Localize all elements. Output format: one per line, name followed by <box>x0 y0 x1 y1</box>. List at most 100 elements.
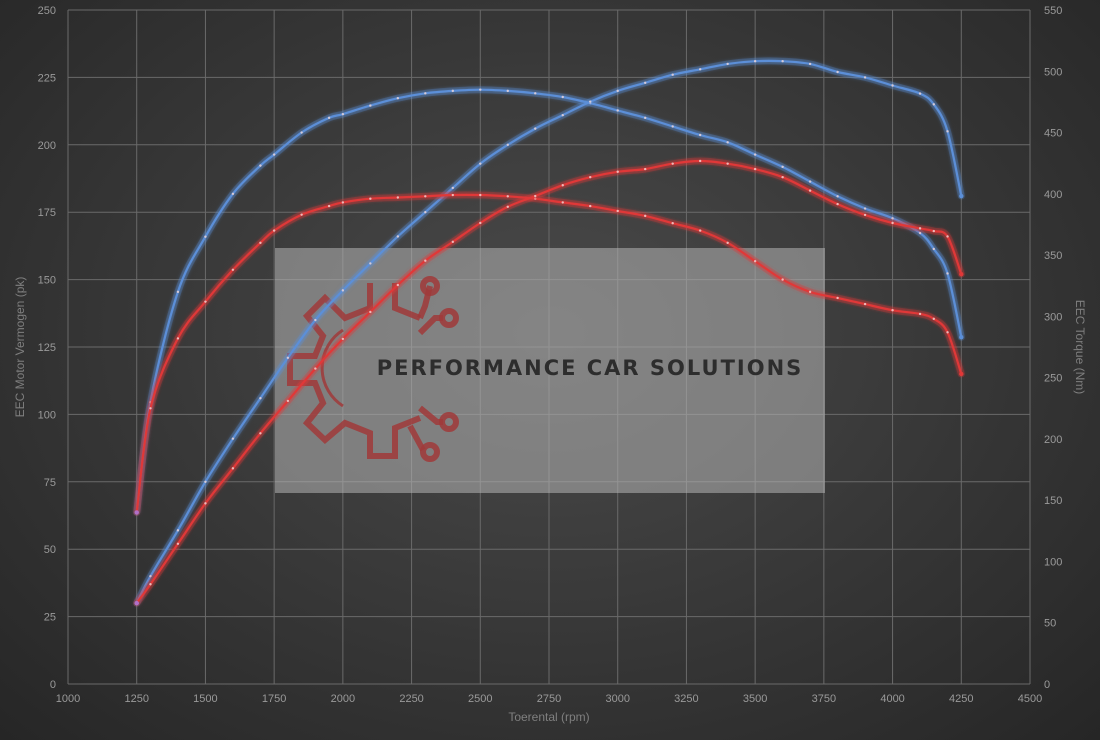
data-point <box>891 217 894 220</box>
data-point <box>369 262 372 265</box>
x-tick-label: 2750 <box>537 693 561 705</box>
data-point <box>534 197 537 200</box>
data-point <box>479 221 482 225</box>
data-point <box>451 89 454 93</box>
data-point <box>932 103 935 106</box>
data-point <box>698 159 702 163</box>
data-point <box>891 309 894 312</box>
data-point <box>396 97 400 100</box>
data-point <box>231 437 235 440</box>
data-point <box>231 192 235 196</box>
data-point <box>644 116 647 120</box>
data-point <box>204 480 207 483</box>
x-tick-label: 3250 <box>674 693 698 705</box>
y-right-tick-label: 550 <box>1044 5 1062 17</box>
data-point <box>753 260 757 263</box>
x-tick-label: 1750 <box>262 693 286 705</box>
data-point <box>259 432 262 435</box>
data-point <box>231 268 235 271</box>
data-point <box>149 583 152 586</box>
data-point <box>891 221 894 225</box>
data-point <box>836 70 839 74</box>
data-point <box>479 162 482 165</box>
data-point <box>863 213 867 217</box>
data-point <box>259 164 262 167</box>
data-point <box>341 289 345 292</box>
x-tick-label: 4000 <box>880 693 904 705</box>
data-point <box>369 310 372 314</box>
data-point <box>272 229 276 232</box>
data-point <box>314 367 317 370</box>
data-point <box>314 318 317 322</box>
data-point <box>149 407 152 410</box>
y-right-tick-label: 450 <box>1044 128 1062 140</box>
data-point <box>918 231 922 235</box>
data-point <box>863 207 867 210</box>
data-point <box>424 211 427 214</box>
y-left-tick-label: 175 <box>38 207 56 219</box>
y-left-tick-label: 150 <box>38 275 56 287</box>
data-point <box>424 195 427 198</box>
y-left-tick-label: 200 <box>38 140 56 152</box>
data-point <box>726 141 729 144</box>
x-axis-title: Toerental (rpm) <box>508 710 589 724</box>
data-point <box>891 84 894 87</box>
x-tick-label: 3750 <box>812 693 836 705</box>
series-start-marker <box>134 510 139 515</box>
data-point <box>698 133 702 137</box>
data-point <box>204 502 207 505</box>
data-point <box>396 235 400 238</box>
data-point <box>726 162 729 165</box>
y-right-tick-label: 200 <box>1044 434 1062 446</box>
data-point <box>863 302 867 306</box>
series-line-2 <box>135 193 963 514</box>
y-right-tick-label: 100 <box>1044 556 1062 568</box>
data-point <box>534 127 537 130</box>
data-point <box>932 317 935 321</box>
y-left-tick-label: 125 <box>38 342 56 354</box>
data-point <box>781 278 784 281</box>
data-point <box>451 193 454 197</box>
data-point <box>836 202 839 206</box>
y-right-tick-label: 0 <box>1044 679 1050 691</box>
series-lines <box>133 57 965 607</box>
grid <box>67 9 1031 685</box>
data-point <box>753 167 757 171</box>
x-tick-label: 2000 <box>331 693 355 705</box>
data-point <box>327 116 331 120</box>
series-end-marker <box>959 272 964 277</box>
data-point <box>149 574 152 578</box>
data-point <box>341 201 345 204</box>
data-point <box>671 73 674 76</box>
data-point <box>451 186 454 190</box>
data-point <box>424 259 427 262</box>
data-point <box>589 204 592 208</box>
y-left-tick-label: 225 <box>38 72 56 84</box>
data-point <box>671 222 674 225</box>
data-point <box>561 95 564 99</box>
data-point <box>424 92 427 95</box>
y-right-tick-label: 350 <box>1044 250 1062 262</box>
data-point <box>946 272 949 275</box>
data-point <box>534 92 537 95</box>
x-tick-label: 3500 <box>743 693 767 705</box>
watermark-panel <box>275 248 825 493</box>
x-tick-label: 4500 <box>1018 693 1042 705</box>
y-right-axis-title: EEC Torque (Nm) <box>1073 300 1087 394</box>
data-point <box>561 184 564 187</box>
y-left-tick-label: 25 <box>44 612 56 624</box>
data-point <box>808 180 812 183</box>
data-point <box>753 60 757 63</box>
data-point <box>808 62 812 66</box>
data-point <box>176 337 180 340</box>
data-point <box>644 81 647 84</box>
data-point <box>918 92 922 95</box>
series-start-marker <box>134 600 139 606</box>
data-point <box>616 109 619 112</box>
data-point <box>698 229 702 232</box>
data-point <box>259 241 262 245</box>
data-point <box>589 100 592 103</box>
data-point <box>506 89 509 93</box>
data-point <box>781 165 784 169</box>
